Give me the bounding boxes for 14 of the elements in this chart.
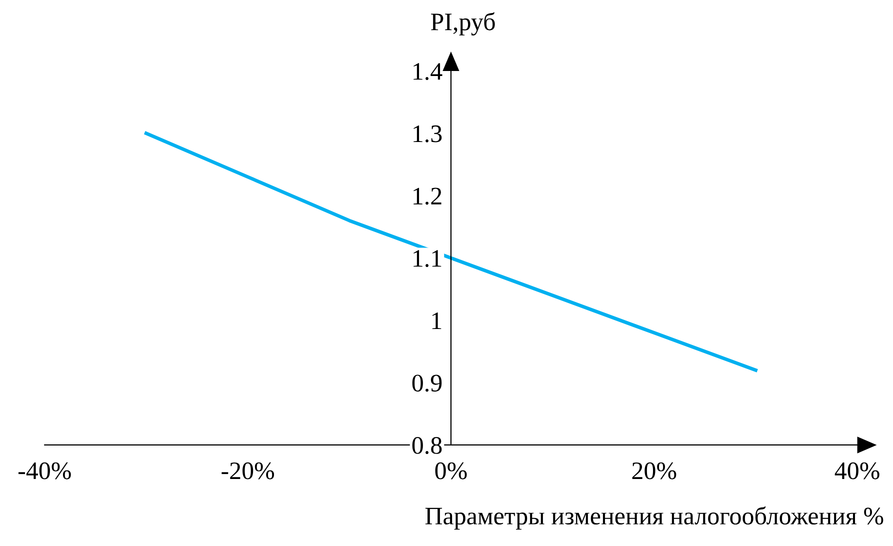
x-tick-label: 20% — [632, 462, 676, 480]
y-tick-label: 1.2 — [414, 188, 442, 205]
y-axis-title: PI,руб — [430, 12, 495, 36]
x-tick-label: -20% — [222, 462, 274, 480]
y-tick-label: 1.4 — [414, 63, 442, 80]
y-tick-label: 1 — [432, 312, 442, 329]
y-tick-label: 1.3 — [414, 125, 442, 142]
x-tick-label: 0% — [435, 462, 467, 480]
y-tick-label: 1.1 — [414, 250, 442, 268]
y-tick-label: 0.9 — [412, 374, 442, 392]
x-tick-label: -40% — [18, 462, 71, 480]
x-axis-title: Параметры изменения налогообложения % — [425, 506, 884, 530]
x-tick-label: 40% — [834, 462, 880, 480]
y-tick-label: 0.8 — [412, 437, 442, 454]
